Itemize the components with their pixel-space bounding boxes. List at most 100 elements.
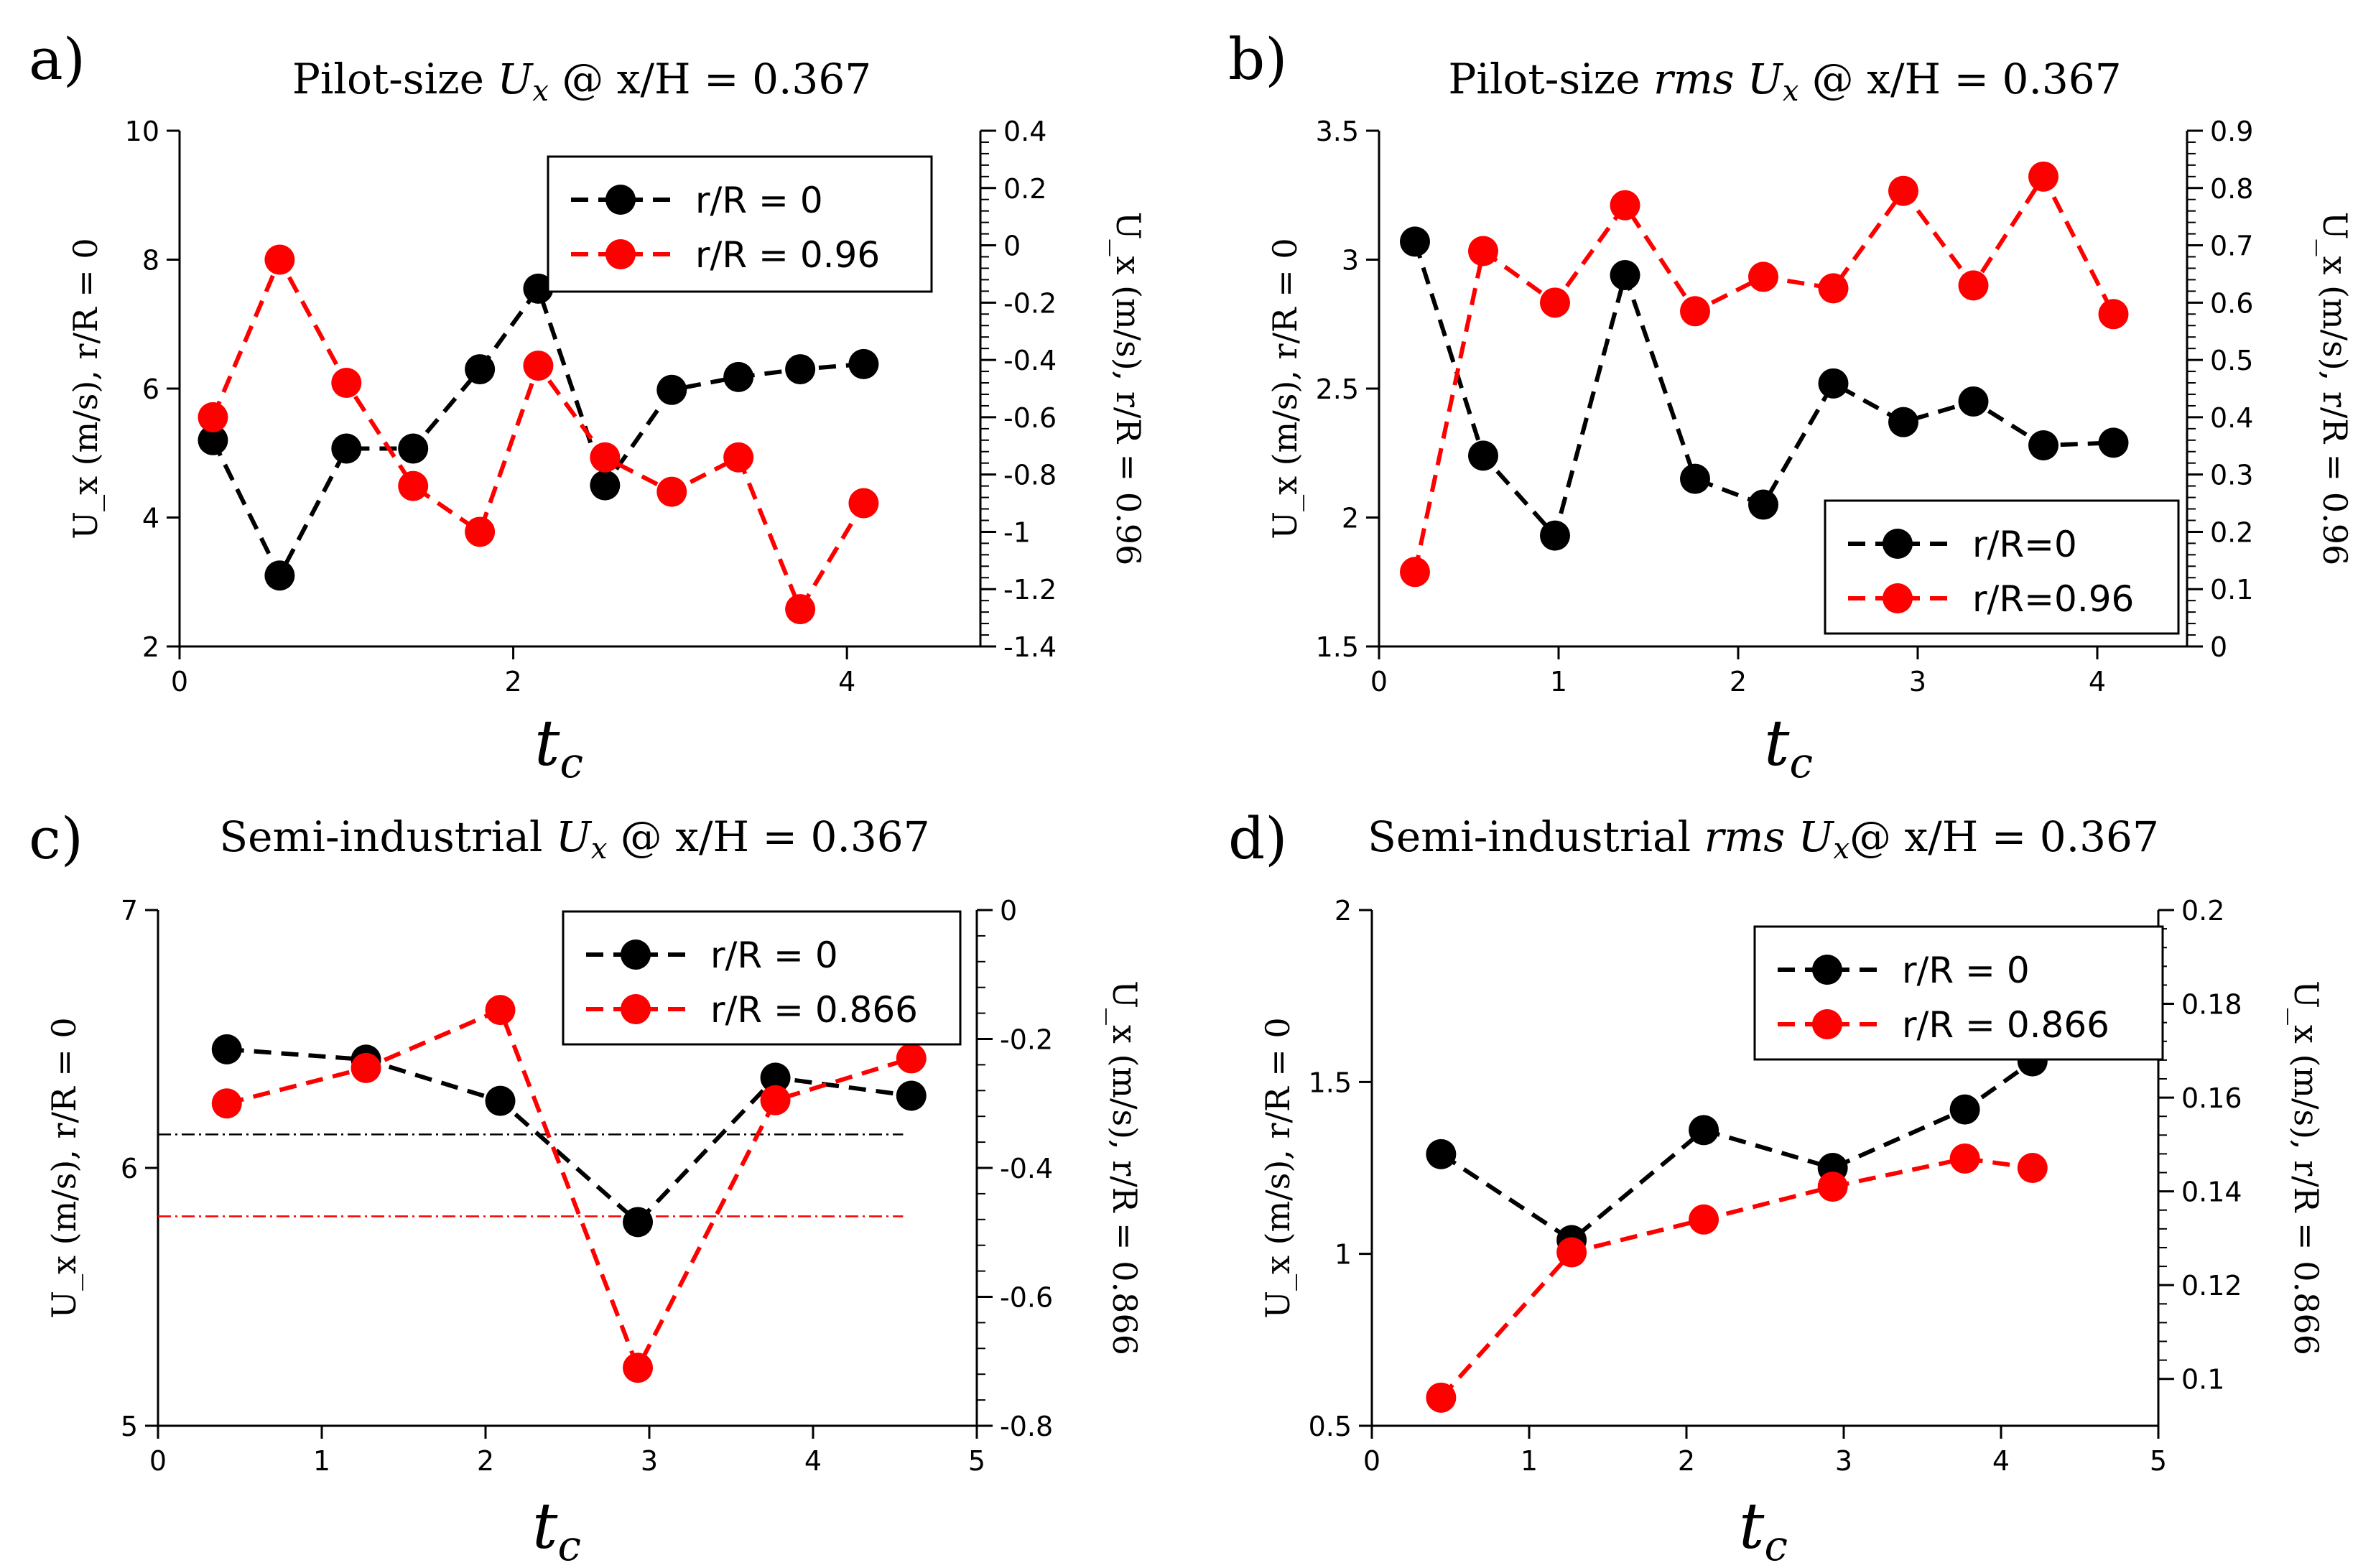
legend-label: r/R = 0.866	[1902, 1004, 2109, 1046]
data-point	[264, 560, 295, 591]
x-tick-label: 3	[1835, 1445, 1852, 1477]
x-tick-label: 4	[804, 1445, 822, 1477]
x-axis-label: tc	[1739, 1489, 1788, 1568]
data-point	[1818, 368, 1849, 399]
right-y-tick-label: -0.4	[1000, 1153, 1053, 1184]
legend-label: r/R = 0.866	[710, 989, 918, 1031]
legend-marker	[1883, 529, 1913, 559]
data-point	[623, 1353, 654, 1383]
series-line-1	[210, 254, 865, 614]
left-y-tick-label: 4	[142, 503, 159, 534]
right-y-tick-label: -0.6	[1003, 402, 1057, 434]
left-y-tick-label: 2	[1342, 503, 1359, 534]
left-y-tick-label: 0.5	[1309, 1411, 1352, 1442]
chart-title: Semi-industrial rms Ux@ x/H = 0.367	[1368, 812, 2159, 866]
data-point	[398, 433, 429, 464]
right-y-tick-label: 0.12	[2181, 1270, 2242, 1302]
data-point	[1610, 190, 1640, 221]
right-y-tick-label: 0.14	[2181, 1177, 2242, 1208]
left-y-tick-label: 1.5	[1309, 1067, 1352, 1098]
data-point	[723, 442, 754, 473]
x-tick-label: 1	[1521, 1445, 1538, 1477]
right-y-tick-label: 0	[1003, 231, 1021, 262]
left-y-axis-label: U_x (m/s), r/R = 0	[1258, 1017, 1297, 1318]
data-point	[211, 1088, 242, 1119]
data-point	[848, 488, 879, 519]
right-y-tick-label: -0.6	[1000, 1282, 1053, 1314]
right-y-tick-label: -0.4	[1003, 345, 1057, 376]
right-y-tick-label: 0.4	[2210, 402, 2253, 434]
series-line-1	[1439, 1156, 2033, 1399]
data-point	[198, 425, 228, 455]
data-point	[1400, 557, 1430, 588]
left-y-tick-label: 3	[1342, 245, 1359, 277]
x-tick-label: 3	[641, 1445, 658, 1477]
data-point	[896, 1080, 927, 1111]
legend-label: r/R = 0	[710, 934, 838, 976]
data-point	[331, 433, 362, 464]
left-y-tick-label: 5	[121, 1411, 138, 1442]
data-point	[1426, 1138, 1457, 1169]
data-point	[198, 402, 228, 432]
right-y-tick-label: -1	[1003, 516, 1031, 548]
legend-label: r/R = 0.96	[695, 234, 880, 276]
data-point	[465, 516, 496, 547]
chart-panel-d: d) Semi-industrial rms Ux@ x/H = 0.367 0 1 2…	[1228, 805, 2326, 1568]
panel-label: c)	[29, 805, 83, 872]
right-y-tick-label: 0	[2210, 631, 2227, 663]
legend-marker	[621, 940, 651, 970]
chart-panel-b: b) Pilot-size rms Ux @ x/H = 0.367 0 1 2 3 4 1.…	[1228, 26, 2354, 787]
data-point	[1689, 1115, 1719, 1146]
left-y-tick-label: 2	[1335, 895, 1352, 927]
data-point	[485, 995, 516, 1026]
x-tick-label: 5	[2150, 1445, 2167, 1477]
data-point	[623, 1207, 654, 1238]
legend-marker	[1812, 1009, 1842, 1039]
series-line-1	[226, 1007, 912, 1373]
data-point	[760, 1085, 791, 1115]
left-y-tick-label: 1.5	[1316, 631, 1359, 663]
data-point	[1888, 407, 1918, 437]
left-y-tick-label: 8	[142, 245, 159, 277]
data-point	[351, 1052, 381, 1083]
x-tick-label: 0	[1363, 1445, 1380, 1477]
data-point	[590, 442, 621, 473]
data-point	[2017, 1153, 2048, 1183]
right-y-tick-label: 0.1	[2210, 574, 2253, 606]
left-y-axis-label: U_x (m/s), r/R = 0	[66, 238, 105, 539]
right-y-tick-label: 0.16	[2181, 1082, 2242, 1114]
data-point	[1689, 1204, 1719, 1235]
legend-marker	[605, 185, 636, 215]
data-point	[1888, 175, 1918, 206]
right-y-axis-label: U_x (m/s), r/R = 0.96	[1109, 212, 1148, 566]
data-point	[785, 594, 816, 625]
x-tick-label: 2	[477, 1445, 494, 1477]
left-y-tick-label: 6	[142, 374, 159, 405]
x-tick-label: 2	[1730, 666, 1747, 697]
data-point	[848, 348, 879, 379]
right-y-tick-label: 0.5	[2210, 345, 2253, 376]
data-point	[656, 476, 687, 507]
data-point	[264, 244, 295, 275]
data-point	[760, 1062, 791, 1093]
data-point	[211, 1034, 242, 1064]
x-tick-label: 3	[1909, 666, 1926, 697]
x-axis-label: tc	[534, 706, 583, 787]
data-point	[723, 361, 754, 392]
right-y-tick-label: 0.2	[2210, 516, 2253, 548]
left-y-axis-label: U_x (m/s), r/R = 0	[45, 1017, 83, 1318]
legend-marker	[605, 239, 636, 269]
legend-label: r/R = 0	[695, 180, 823, 221]
data-point	[1556, 1237, 1587, 1268]
right-y-axis-label: U_x (m/s), r/R = 0.866	[2287, 980, 2326, 1355]
chart-title: Pilot-size rms Ux @ x/H = 0.367	[1448, 55, 2121, 108]
x-tick-label: 2	[1678, 1445, 1695, 1477]
data-point	[1748, 261, 1778, 292]
legend-marker	[1812, 955, 1842, 985]
chart-title: Pilot-size Ux @ x/H = 0.367	[292, 55, 871, 108]
right-y-tick-label: 0.4	[1003, 116, 1046, 147]
data-point	[1949, 1094, 1980, 1125]
data-point	[2098, 299, 2129, 330]
